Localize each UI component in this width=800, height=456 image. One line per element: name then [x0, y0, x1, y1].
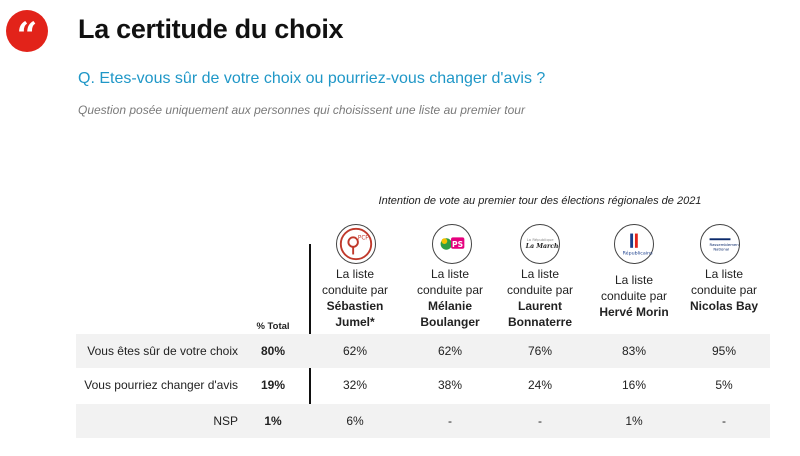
svg-text:La Marche: La Marche — [525, 243, 559, 250]
row-label: Vous pourriez changer d'avis — [84, 378, 238, 392]
table-cell: 38% — [437, 378, 463, 392]
svg-text:Rassemblement: Rassemblement — [710, 242, 739, 247]
table-cell: 6% — [346, 414, 364, 428]
rn-logo-icon: Rassemblement National — [700, 224, 740, 264]
row-total: 1% — [264, 414, 282, 428]
column-header-jumel: La liste conduite par Sébastien Jumel* — [321, 267, 389, 329]
table-row: NSP 1% 6% - - 1% - — [76, 404, 770, 438]
table-cell: 16% — [621, 378, 647, 392]
column-header-bay: La liste conduite par Nicolas Bay — [689, 267, 759, 313]
survey-question: Q. Etes-vous sûr de votre choix ou pourr… — [78, 70, 546, 87]
table-cell: 5% — [715, 378, 733, 392]
table-caption: Intention de vote au premier tour des él… — [378, 195, 702, 207]
table-cell: - — [722, 414, 726, 428]
svg-text:Républicains: Républicains — [623, 249, 653, 256]
table-cell: - — [538, 414, 542, 428]
row-label: NSP — [213, 414, 238, 428]
table-cell: - — [448, 414, 452, 428]
column-header-morin: La liste conduite par Hervé Morin — [599, 273, 669, 319]
table-cell: 32% — [342, 378, 368, 392]
quote-icon: “ — [6, 10, 48, 57]
ps-logo-icon: PS — [432, 224, 472, 264]
column-header-boulanger: La liste conduite par Mélanie Boulanger — [416, 267, 484, 329]
row-label: Vous êtes sûr de votre choix — [87, 344, 238, 358]
column-header-bonnaterre: La liste conduite par Laurent Bonnaterre — [506, 267, 574, 329]
svg-text:National: National — [713, 247, 729, 252]
lrem-logo-icon: La République La Marche — [520, 224, 560, 264]
total-column-header: % Total — [256, 321, 290, 332]
svg-text:PCF: PCF — [358, 235, 369, 241]
table-cell: 1% — [625, 414, 643, 428]
page-title: La certitude du choix — [78, 14, 344, 44]
pcf-logo-icon: PCF — [336, 224, 376, 264]
svg-text:PS: PS — [452, 240, 463, 249]
table-cell: 62% — [437, 344, 463, 358]
table-cell: 95% — [711, 344, 737, 358]
row-total: 19% — [260, 378, 286, 392]
table-cell: 62% — [342, 344, 368, 358]
table-row: Vous êtes sûr de votre choix 80% 62% 62%… — [76, 334, 770, 368]
table-cell: 24% — [527, 378, 553, 392]
row-total: 80% — [260, 344, 286, 358]
question-note: Question posée uniquement aux personnes … — [78, 103, 525, 117]
table-cell: 83% — [621, 344, 647, 358]
table-cell: 76% — [527, 344, 553, 358]
svg-text:La République: La République — [527, 237, 555, 242]
lr-logo-icon: Républicains — [614, 224, 654, 264]
table-row: Vous pourriez changer d'avis 19% 32% 38%… — [76, 368, 770, 402]
